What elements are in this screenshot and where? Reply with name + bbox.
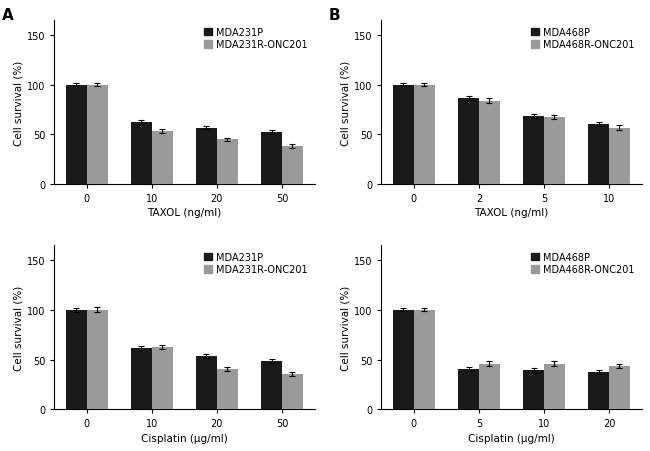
Bar xyxy=(523,116,544,185)
Bar xyxy=(588,124,609,185)
Legend: MDA231P, MDA231R-ONC201: MDA231P, MDA231R-ONC201 xyxy=(202,26,309,52)
Bar xyxy=(217,369,238,410)
Bar xyxy=(66,86,87,185)
Bar xyxy=(609,128,630,185)
Bar xyxy=(479,364,500,410)
Bar xyxy=(588,372,609,410)
X-axis label: Cisplatin (μg/ml): Cisplatin (μg/ml) xyxy=(141,433,228,443)
X-axis label: Cisplatin (μg/ml): Cisplatin (μg/ml) xyxy=(468,433,555,443)
Bar xyxy=(414,310,435,410)
Bar xyxy=(282,147,303,185)
Text: A: A xyxy=(2,8,14,23)
Bar xyxy=(261,361,282,410)
Bar xyxy=(393,310,414,410)
Text: B: B xyxy=(329,8,341,23)
Y-axis label: Cell survival (%): Cell survival (%) xyxy=(341,60,351,145)
Bar xyxy=(414,86,435,185)
Bar xyxy=(458,369,479,410)
Legend: MDA468P, MDA468R-ONC201: MDA468P, MDA468R-ONC201 xyxy=(529,26,637,52)
Bar xyxy=(458,98,479,185)
Bar xyxy=(152,132,173,185)
Bar xyxy=(544,364,565,410)
Y-axis label: Cell survival (%): Cell survival (%) xyxy=(14,285,24,370)
Bar xyxy=(217,140,238,185)
Legend: MDA468P, MDA468R-ONC201: MDA468P, MDA468R-ONC201 xyxy=(529,250,637,277)
Bar xyxy=(523,370,544,410)
Y-axis label: Cell survival (%): Cell survival (%) xyxy=(341,285,351,370)
Bar xyxy=(196,128,217,185)
Bar xyxy=(544,117,565,185)
Bar xyxy=(131,122,152,185)
Bar xyxy=(261,133,282,185)
Legend: MDA231P, MDA231R-ONC201: MDA231P, MDA231R-ONC201 xyxy=(202,250,309,277)
Bar xyxy=(196,356,217,410)
Bar xyxy=(131,348,152,410)
Bar xyxy=(152,347,173,410)
Bar xyxy=(479,101,500,185)
Bar xyxy=(87,310,108,410)
Bar xyxy=(393,86,414,185)
Bar xyxy=(282,374,303,410)
Bar xyxy=(609,366,630,410)
Bar xyxy=(87,86,108,185)
X-axis label: TAXOL (ng/ml): TAXOL (ng/ml) xyxy=(148,208,222,218)
Bar xyxy=(66,310,87,410)
X-axis label: TAXOL (ng/ml): TAXOL (ng/ml) xyxy=(474,208,549,218)
Y-axis label: Cell survival (%): Cell survival (%) xyxy=(14,60,24,145)
